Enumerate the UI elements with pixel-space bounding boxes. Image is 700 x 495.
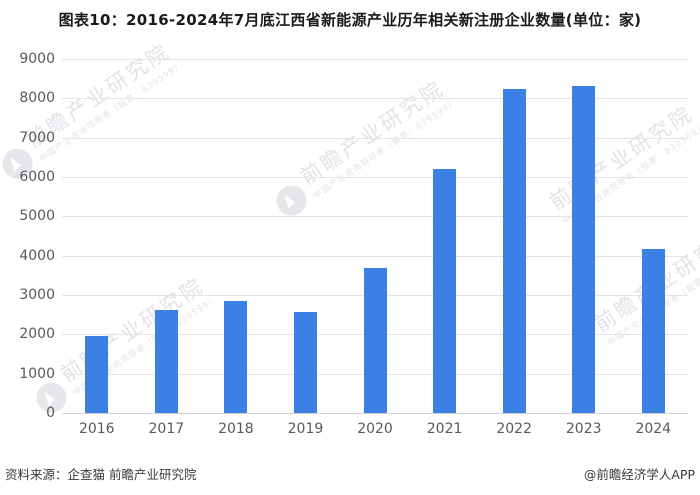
x-tick-label-2022: 2022 xyxy=(496,421,532,437)
y-tick-label: 3000 xyxy=(19,287,55,303)
gridline-0 xyxy=(62,413,688,414)
bar-2017 xyxy=(154,309,178,413)
y-tick-label: 1000 xyxy=(19,365,55,382)
plot-area xyxy=(62,59,688,414)
x-tick-label-2020: 2020 xyxy=(357,421,393,437)
y-tick-label: 9000 xyxy=(19,51,55,67)
source-note: 资料来源：企查猫 前瞻产业研究院 xyxy=(5,467,197,482)
chart-title: 图表10：2016-2024年7月底江西省新能源产业历年相关新注册企业数量(单位… xyxy=(58,11,642,29)
bar-2018 xyxy=(224,300,248,413)
x-tick-label-2016: 2016 xyxy=(78,421,115,437)
credit-note: @前瞻经济学人APP xyxy=(583,467,695,482)
x-tick-label-2023: 2023 xyxy=(565,421,602,437)
y-tick-label: 0 xyxy=(46,405,55,421)
gridline-6000 xyxy=(62,177,688,178)
gridline-4000 xyxy=(62,255,688,257)
x-tick-label-2019: 2019 xyxy=(287,421,324,437)
gridline-9000 xyxy=(62,59,688,60)
gridline-8000 xyxy=(62,98,688,100)
y-axis: 0 1000 2000 3000 4000 5000 6000 7000 8000 9000 xyxy=(0,0,55,495)
bar-2023 xyxy=(572,85,596,413)
bar-2016 xyxy=(85,335,109,413)
bar-2020 xyxy=(363,267,387,413)
bar-2019 xyxy=(293,311,317,413)
footer: 资料来源：企查猫 前瞻产业研究院 @前瞻经济学人APP xyxy=(5,464,695,483)
y-tick-label: 8000 xyxy=(19,90,55,107)
bar-2022 xyxy=(502,88,526,413)
bar-2024 xyxy=(641,248,665,413)
y-tick-label: 2000 xyxy=(19,326,55,343)
x-tick-label-2018: 2018 xyxy=(218,421,254,437)
gridline-5000 xyxy=(62,216,688,218)
gridline-7000 xyxy=(62,137,688,139)
x-tick-label-2017: 2017 xyxy=(148,421,185,437)
y-tick-label: 4000 xyxy=(19,247,55,264)
y-tick-label: 5000 xyxy=(19,208,55,225)
x-axis: 2016 2017 2018 2019 2020 2021 2022 2023 2024 xyxy=(62,421,688,437)
y-tick-label: 6000 xyxy=(19,169,55,185)
bar-2021 xyxy=(433,168,457,413)
y-tick-label: 7000 xyxy=(19,129,55,146)
x-tick-label-2021: 2021 xyxy=(426,421,463,437)
x-tick-label-2024: 2024 xyxy=(635,421,672,437)
